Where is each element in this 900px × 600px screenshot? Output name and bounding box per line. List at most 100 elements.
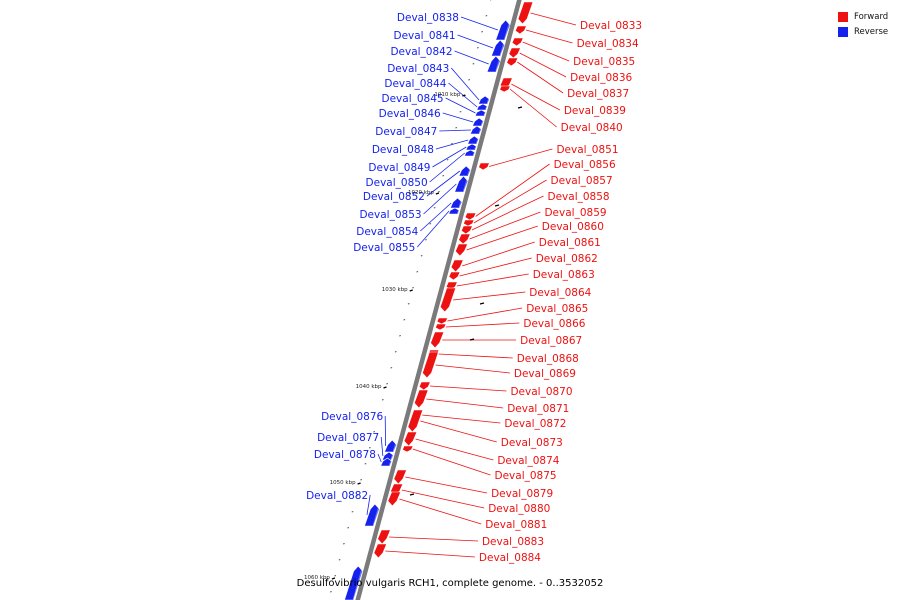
- leader-deval-0845: [445, 97, 476, 114]
- gene-deval-0840: [499, 85, 511, 93]
- label-deval-0869: Deval_0869: [514, 368, 576, 380]
- scale-tick: [485, 15, 488, 17]
- gene-shade: [478, 126, 483, 134]
- genome-caption: Desulfovibrio vulgaris RCH1, complete ge…: [296, 578, 604, 589]
- scale-tick: [416, 271, 419, 273]
- gene-deval-0874: [403, 431, 418, 447]
- scale-tick: [425, 239, 427, 241]
- scale-tick: [476, 47, 479, 49]
- label-deval-0870: Deval_0870: [510, 386, 572, 398]
- label-deval-0841: Deval_0841: [393, 30, 455, 42]
- gene-shade: [372, 504, 381, 526]
- scale-tick: [342, 543, 345, 545]
- gene-shade: [448, 288, 457, 312]
- label-deval-0842: Deval_0842: [390, 46, 452, 58]
- leader-deval-0855: [416, 210, 450, 248]
- gene-shade: [526, 2, 534, 24]
- label-deval-0853: Deval_0853: [359, 209, 421, 221]
- gene-deval-0844: [476, 103, 488, 111]
- gene-shade: [390, 452, 395, 460]
- gene-deval-0836: [508, 47, 522, 59]
- scale-tick: [450, 143, 453, 145]
- label-deval-0863: Deval_0863: [533, 269, 595, 281]
- leader-deval-0843: [451, 67, 480, 101]
- gene-deval-0856: [464, 212, 477, 221]
- label-deval-0872: Deval_0872: [504, 418, 566, 430]
- leader-deval-0844: [448, 82, 478, 108]
- leader-deval-0862: [459, 257, 532, 277]
- label-deval-0845: Deval_0845: [382, 93, 444, 105]
- scale-major-tick: [494, 204, 500, 207]
- gene-shade: [410, 446, 414, 452]
- leader-deval-0859: [469, 211, 541, 240]
- gene-shade: [445, 318, 449, 324]
- gene-shade: [382, 544, 388, 558]
- leader-deval-0873: [420, 420, 497, 443]
- gene-shade: [392, 440, 398, 452]
- gene-shade: [462, 176, 469, 192]
- label-deval-0884: Deval_0884: [479, 552, 541, 564]
- gene-deval-0845: [474, 109, 487, 117]
- leader-deval-0864: [452, 291, 526, 301]
- leader-deval-0848: [435, 139, 469, 150]
- gene-shade: [483, 110, 487, 116]
- scale-tick: [472, 63, 475, 65]
- leader-deval-0847: [439, 129, 471, 132]
- scale-tick: [412, 287, 414, 289]
- label-deval-0839: Deval_0839: [564, 105, 626, 117]
- scale-tick: [334, 575, 337, 577]
- gene-shade: [443, 324, 447, 330]
- label-deval-0871: Deval_0871: [507, 403, 569, 415]
- leader-deval-0840: [509, 88, 557, 128]
- label-deval-0850: Deval_0850: [366, 177, 428, 189]
- label-deval-0877: Deval_0877: [317, 432, 379, 444]
- gene-shade: [463, 244, 469, 256]
- leader-deval-0842: [454, 50, 489, 65]
- scale-label: 1010 kbp: [434, 92, 460, 98]
- gene-shade: [469, 226, 474, 234]
- genome-backbone: [355, 0, 522, 600]
- label-deval-0854: Deval_0854: [356, 226, 418, 238]
- label-deval-0855: Deval_0855: [353, 242, 415, 254]
- leader-deval-0869: [435, 364, 510, 374]
- gene-shade: [517, 48, 522, 58]
- label-deval-0846: Deval_0846: [379, 108, 441, 120]
- gene-shade: [486, 163, 491, 170]
- gene-deval-0857: [463, 219, 475, 227]
- scale-major-tick: [435, 192, 440, 195]
- gene-shade: [430, 352, 440, 378]
- label-deval-0857: Deval_0857: [551, 175, 613, 187]
- gene-shade: [467, 166, 472, 176]
- scale-tick: [351, 511, 354, 513]
- label-deval-0856: Deval_0856: [554, 159, 616, 171]
- label-deval-0873: Deval_0873: [501, 437, 563, 449]
- gene-deval-0873: [407, 409, 424, 433]
- scale-tick: [360, 479, 363, 481]
- leader-deval-0883: [388, 536, 478, 542]
- leader-deval-0837: [517, 61, 564, 94]
- gene-deval-0882: [364, 503, 380, 527]
- label-deval-0859: Deval_0859: [544, 207, 606, 219]
- label-deval-0849: Deval_0849: [368, 162, 430, 174]
- scale-tick: [394, 351, 397, 353]
- gene-deval-0834: [514, 25, 527, 35]
- label-deval-0860: Deval_0860: [542, 221, 604, 233]
- scale-tick: [407, 303, 410, 305]
- scale-label: 1020 kbp: [408, 190, 434, 196]
- scale-tick: [446, 159, 449, 161]
- leader-deval-0849: [432, 146, 467, 168]
- gene-shade: [416, 410, 424, 432]
- leader-deval-0880: [401, 489, 485, 509]
- gene-shade: [475, 136, 480, 144]
- reverse-swatch: [838, 26, 848, 37]
- scale-tick: [347, 527, 350, 529]
- scale-tick: [429, 223, 432, 225]
- gene-deval-0875: [402, 445, 414, 453]
- leader-deval-0850: [429, 152, 465, 183]
- gene-shade: [427, 382, 432, 390]
- scale-tick: [373, 431, 376, 433]
- label-deval-0847: Deval_0847: [375, 126, 437, 138]
- gene-shade: [412, 432, 418, 446]
- gene-shade: [389, 458, 393, 466]
- leader-deval-0881: [399, 498, 482, 525]
